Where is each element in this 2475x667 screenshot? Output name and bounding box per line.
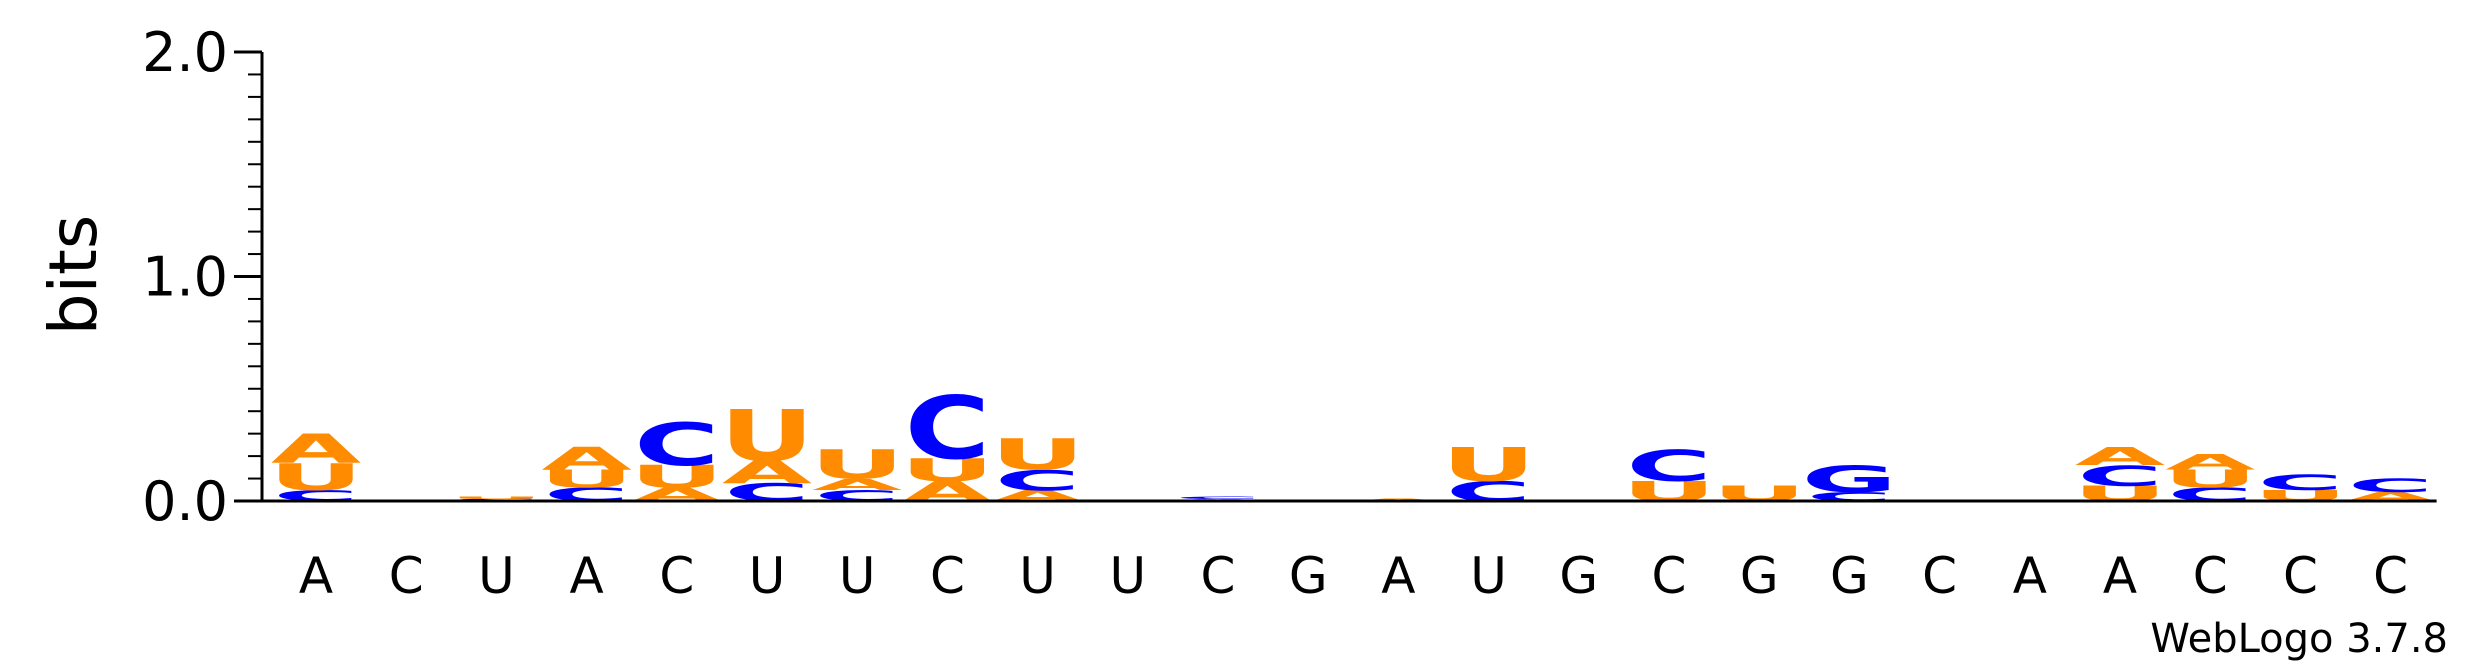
logo-letter-U: U: [2163, 465, 2258, 494]
logo-letter-C: C: [1626, 441, 1712, 491]
x-tick-label: C: [659, 547, 694, 605]
logo-letter-C: C: [905, 379, 991, 479]
x-tick-label: G: [1559, 547, 1598, 605]
logo-letter-U: U: [1441, 438, 1536, 492]
logo-letter-C: C: [634, 411, 720, 479]
x-tick-label: G: [1830, 547, 1869, 605]
logo-letter-U: U: [539, 465, 634, 494]
logo-letter-U: U: [629, 459, 724, 495]
x-tick-label: C: [1652, 547, 1687, 605]
axes: 0.01.02.0A C U A C U U C U U C G A U G C G G C A A C C C: [142, 21, 2437, 605]
logo-letter-A: A: [271, 426, 362, 473]
logo-letter-C: C: [995, 464, 1081, 496]
logo-letter-C: C: [2348, 475, 2434, 497]
x-tick-label: U: [1109, 547, 1146, 605]
x-tick-label: U: [1019, 547, 1056, 605]
x-tick-label: A: [2013, 547, 2047, 605]
logo-letter-A: A: [541, 441, 631, 477]
logo-letter-C: C: [2077, 459, 2163, 491]
logo-letter-U: U: [990, 429, 1085, 479]
y-axis-label: bits: [35, 215, 112, 336]
x-tick-label: U: [839, 547, 876, 605]
x-tick-label: U: [478, 547, 515, 605]
x-tick-label: C: [389, 547, 424, 605]
x-tick-label: C: [2373, 547, 2408, 605]
x-tick-label: A: [2103, 547, 2137, 605]
y-tick-label: 1.0: [142, 246, 228, 309]
logo-letter-A: A: [2165, 450, 2255, 475]
x-tick-label: C: [1922, 547, 1957, 605]
logo-letter-U: U: [720, 395, 815, 478]
x-tick-label: A: [299, 547, 333, 605]
x-tick-label: C: [930, 547, 965, 605]
weblogo-credit: WebLogo 3.7.8: [2150, 616, 2448, 662]
x-tick-label: C: [1201, 547, 1236, 605]
logo-letter-A: A: [812, 476, 902, 494]
y-tick-label: 0.0: [142, 470, 228, 533]
x-tick-label: G: [1740, 547, 1779, 605]
x-tick-label: C: [2193, 547, 2228, 605]
logo-letter-A: A: [722, 455, 812, 491]
logo-letter-U: U: [900, 453, 995, 489]
logo-letter-U: U: [810, 441, 905, 488]
x-tick-label: U: [1470, 547, 1507, 605]
x-tick-label: C: [2283, 547, 2318, 605]
logo-letter-U: U: [269, 456, 364, 499]
x-tick-label: U: [749, 547, 786, 605]
logo-letter-C: C: [2258, 470, 2344, 495]
x-tick-label: A: [1381, 547, 1415, 605]
x-tick-label: G: [1289, 547, 1328, 605]
logo-letter-C: C: [1175, 496, 1261, 500]
logo-letter-U: U: [449, 496, 544, 500]
logo-letter-A: A: [2075, 442, 2165, 471]
logo-letter-G: G: [1802, 458, 1898, 501]
y-tick-label: 2.0: [142, 21, 228, 84]
x-tick-label: A: [569, 547, 603, 605]
